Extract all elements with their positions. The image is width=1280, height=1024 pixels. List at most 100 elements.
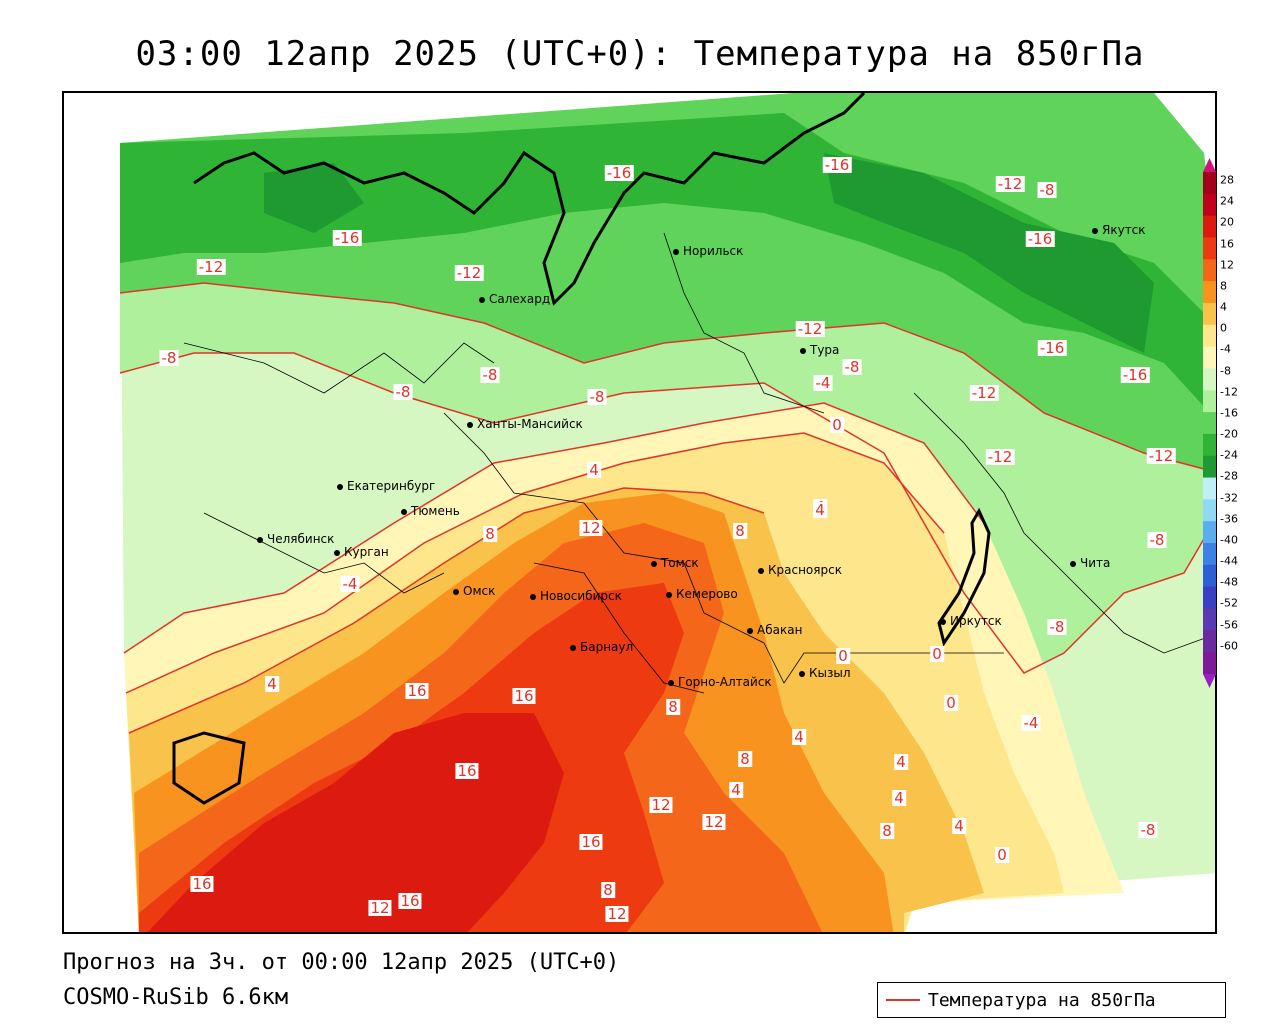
model-info: COSMO-RuSib 6.6км — [63, 985, 289, 1010]
city-omsk: Омск — [453, 584, 495, 598]
colorbar-tick-label: 20 — [1220, 215, 1234, 229]
colorbar-arrow-top — [1203, 158, 1216, 172]
isotherm-label: 4 — [892, 789, 906, 807]
isotherm-label: 0 — [930, 645, 944, 663]
city-chita: Чита — [1070, 556, 1110, 570]
colorbar-swatch — [1203, 324, 1216, 348]
isotherm-label: -4 — [1021, 714, 1041, 732]
isotherm-label: -12 — [1146, 447, 1176, 465]
isotherm-label: -12 — [995, 175, 1025, 193]
colorbar-tick-label: -52 — [1220, 596, 1238, 610]
city-irkutsk: Иркутск — [940, 614, 1002, 628]
city-norilsk: Норильск — [673, 244, 743, 258]
isotherm-label: 0 — [995, 846, 1009, 864]
legend-label: Температура на 850гПа — [928, 989, 1156, 1011]
city-khanty-mansiysk: Ханты-Мансийск — [467, 417, 583, 431]
colorbar-tick-label: -8 — [1220, 364, 1231, 378]
colorbar-tick-label: 28 — [1220, 173, 1234, 187]
isotherm-label: -16 — [332, 229, 362, 247]
isotherm-label: -8 — [480, 366, 500, 384]
city-kurgan: Курган — [334, 545, 389, 559]
isotherm-label: -16 — [822, 156, 852, 174]
isotherm-label: -4 — [340, 575, 360, 593]
isotherm-label: -12 — [985, 448, 1015, 466]
colorbar-swatch — [1203, 346, 1216, 369]
isotherm-label: -12 — [196, 258, 226, 276]
isotherm-label: 12 — [605, 905, 629, 923]
isotherm-label: 8 — [733, 522, 747, 540]
colorbar-swatch — [1203, 608, 1216, 631]
colorbar-tick-label: 24 — [1220, 194, 1234, 208]
isotherm-label: -8 — [842, 358, 862, 376]
isotherm-label: -8 — [587, 388, 607, 406]
isotherm-label: -8 — [1147, 531, 1167, 549]
city-novosibirsk: Новосибирск — [530, 589, 622, 603]
isotherm-label: 16 — [579, 833, 603, 851]
isotherm-label: 4 — [729, 781, 743, 799]
colorbar-tick-label: 0 — [1220, 321, 1227, 335]
colorbar-swatch — [1203, 543, 1216, 566]
isotherm-label: -8 — [159, 349, 179, 367]
colorbar-swatch — [1203, 521, 1216, 544]
isotherm-label: 8 — [601, 881, 615, 899]
colorbar-tick-label: -36 — [1220, 512, 1238, 526]
isotherm-label: 8 — [483, 525, 497, 543]
colorbar-tick-label: 8 — [1220, 279, 1227, 293]
city-kemerovo: Кемерово — [666, 587, 738, 601]
city-gorno-altaysk: Горно-Алтайск — [668, 675, 772, 689]
isotherm-label: 4 — [894, 753, 908, 771]
colorbar-tick-label: 12 — [1220, 258, 1234, 272]
colorbar-tick-label: -20 — [1220, 427, 1238, 441]
colorbar-swatch — [1203, 172, 1216, 195]
colorbar-swatch — [1203, 302, 1216, 326]
isotherm-label: 4 — [813, 501, 827, 519]
city-tomsk: Томск — [651, 556, 699, 570]
isotherm-label: 12 — [579, 519, 603, 537]
colorbar-tick-label: 4 — [1220, 300, 1227, 314]
colorbar-tick-label: -24 — [1220, 448, 1238, 462]
city-abakan: Абакан — [747, 623, 802, 637]
coastline-north — [193, 93, 866, 306]
colorbar-swatch — [1203, 259, 1216, 282]
cold-core-1 — [824, 153, 1154, 353]
city-salekhard: Салехард — [479, 292, 550, 306]
coast-west — [172, 731, 246, 805]
isotherm-label: 4 — [952, 817, 966, 835]
colorbar-swatch — [1203, 237, 1216, 260]
colorbar-tick-label: -60 — [1220, 639, 1238, 653]
isotherm-label: -16 — [1120, 366, 1150, 384]
city-yekaterinburg: Екатеринбург — [337, 479, 435, 493]
colorbar-tick-label: -32 — [1220, 491, 1238, 505]
legend-line-swatch — [886, 999, 920, 1001]
colorbar-swatch — [1203, 281, 1216, 304]
colorbar-swatch — [1203, 433, 1216, 457]
colorbar-tick-label: -48 — [1220, 575, 1238, 589]
map-panel: Норильск Якутск Салехард Тура Ханты-Манс… — [62, 91, 1217, 934]
colorbar-swatch — [1203, 455, 1216, 479]
colorbar-swatch — [1203, 564, 1216, 588]
isotherm-label: 8 — [738, 750, 752, 768]
city-barnaul: Барнаул — [570, 640, 633, 654]
colorbar — [1203, 158, 1216, 688]
isotherm-label: 0 — [944, 694, 958, 712]
isotherm-label: -12 — [969, 384, 999, 402]
baikal-lake — [937, 507, 991, 647]
colorbar-swatch — [1203, 412, 1216, 435]
isotherm-label: 12 — [649, 796, 673, 814]
colorbar-swatch — [1203, 499, 1216, 522]
colorbar-swatch — [1203, 215, 1216, 238]
isotherm-label: -16 — [604, 164, 634, 182]
temperature-field — [119, 93, 1215, 932]
isotherm-label: 8 — [880, 822, 894, 840]
isotherm-label: -8 — [1037, 181, 1057, 199]
isotherm-label: -8 — [393, 383, 413, 401]
isotherm-label: 4 — [265, 675, 279, 693]
city-chelyabinsk: Челябинск — [257, 532, 334, 546]
isotherm-label: 4 — [792, 728, 806, 746]
colorbar-swatch — [1203, 630, 1216, 653]
isotherm-label: -12 — [795, 320, 825, 338]
isotherm-label: -16 — [1025, 230, 1055, 248]
city-tyumen: Тюмень — [401, 504, 460, 518]
colorbar-tick-label: -4 — [1220, 342, 1231, 356]
isotherm-label: -16 — [1037, 339, 1067, 357]
